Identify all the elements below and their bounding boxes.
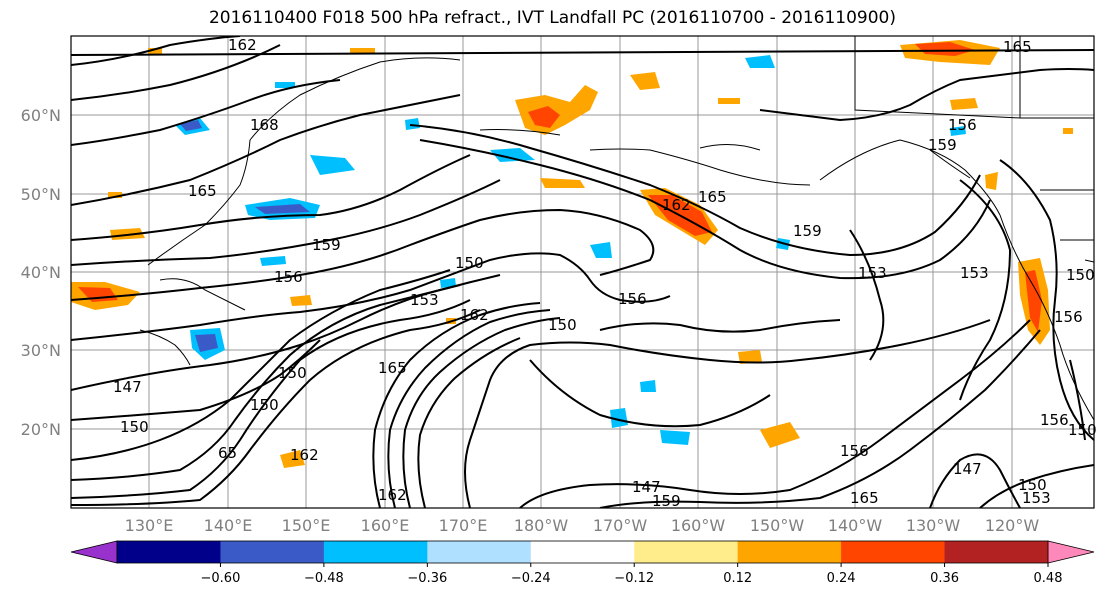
lon-label: 150°W bbox=[750, 516, 805, 535]
contour-label: 159 bbox=[652, 492, 681, 510]
lon-label: 140°E bbox=[204, 516, 253, 535]
latitude-labels: 60°N 50°N 40°N 30°N 20°N bbox=[21, 106, 61, 439]
contour-label: 150 bbox=[548, 316, 577, 334]
lon-label: 160°W bbox=[671, 516, 726, 535]
colorbar-tick-label: 0.12 bbox=[723, 571, 752, 586]
contour-label: 156 bbox=[840, 442, 869, 460]
contour-label: 165 bbox=[1003, 38, 1032, 56]
contour-label: 162 bbox=[460, 306, 489, 324]
colorbar-segment bbox=[841, 541, 946, 563]
contour-label: 150 bbox=[278, 364, 307, 382]
contour-label: 150 bbox=[1066, 266, 1095, 284]
contour-label: 159 bbox=[793, 222, 822, 240]
colorbar-tick-label: −0.12 bbox=[614, 571, 654, 586]
contour-label: 156 bbox=[948, 116, 977, 134]
lon-label: 120°W bbox=[985, 516, 1040, 535]
lat-label-30n: 30°N bbox=[21, 341, 61, 360]
longitude-labels: 130°E 140°E 150°E 160°E 170°E 180°W 170°… bbox=[125, 516, 1040, 535]
contour-label: 159 bbox=[928, 136, 957, 154]
colorbar-tick-label: 0.24 bbox=[827, 571, 856, 586]
lon-label: 170°E bbox=[439, 516, 488, 535]
lat-label-20n: 20°N bbox=[21, 420, 61, 439]
contour-label: 150 bbox=[1018, 476, 1047, 494]
contour-label: 150 bbox=[250, 396, 279, 414]
contour-label: 153 bbox=[858, 264, 887, 282]
contour-label: 150 bbox=[120, 418, 149, 436]
contour-label: 156 bbox=[618, 290, 647, 308]
contour-label: 156 bbox=[274, 268, 303, 286]
contour-label: 162 bbox=[290, 446, 319, 464]
colorbar-segment bbox=[323, 541, 428, 563]
contour-label: 147 bbox=[953, 460, 982, 478]
colorbar-segment bbox=[220, 541, 325, 563]
colorbar-segment bbox=[944, 541, 1049, 563]
colorbar-outline bbox=[116, 540, 1049, 564]
lon-label: 130°E bbox=[125, 516, 174, 535]
colorbar-segment bbox=[737, 541, 842, 563]
colorbar-extend-low bbox=[70, 540, 118, 564]
contour-label: 168 bbox=[250, 116, 279, 134]
contour-label: 165 bbox=[698, 188, 727, 206]
lat-label-50n: 50°N bbox=[21, 185, 61, 204]
colorbar-tick-label: 0.48 bbox=[1034, 571, 1063, 586]
refractivity-contours bbox=[71, 36, 1094, 508]
contour-label: 153 bbox=[1022, 489, 1051, 507]
contour-label: 147 bbox=[632, 478, 661, 496]
contour-label: 156 bbox=[1040, 411, 1069, 429]
contour-label: 153 bbox=[960, 264, 989, 282]
plot-title: 2016110400 F018 500 hPa refract., IVT La… bbox=[208, 8, 896, 28]
colorbar-segment bbox=[530, 541, 635, 563]
contour-label: 165 bbox=[378, 359, 407, 377]
contour-label: 153 bbox=[410, 291, 439, 309]
colorbar-tick-label: −0.36 bbox=[407, 571, 447, 586]
contour-label: 162 bbox=[378, 486, 407, 504]
lon-label: 170°W bbox=[593, 516, 648, 535]
colorbar-tick-label: 0.36 bbox=[930, 571, 959, 586]
lon-label: 140°W bbox=[828, 516, 883, 535]
contour-label: 156 bbox=[1054, 308, 1083, 326]
contour-label: 147 bbox=[113, 378, 142, 396]
contour-label: 165 bbox=[188, 182, 217, 200]
contour-label: 150 bbox=[1068, 421, 1097, 439]
map-frame bbox=[70, 35, 1095, 509]
colorbar: −0.60 −0.48 −0.36 −0.24 −0.12 0.12 0.24 0.36 0.4… bbox=[70, 540, 1095, 586]
lon-label: 150°E bbox=[282, 516, 331, 535]
colorbar-tick-label: −0.48 bbox=[304, 571, 344, 586]
contour-label: 65 bbox=[218, 444, 237, 462]
colorbar-extend-high bbox=[1047, 540, 1095, 564]
gridlines bbox=[71, 36, 1094, 508]
colorbar-tick-label: −0.60 bbox=[201, 571, 241, 586]
colorbar-segment bbox=[634, 541, 739, 563]
colorbar-segment bbox=[427, 541, 532, 563]
lon-label: 130°W bbox=[906, 516, 961, 535]
colorbar-tick-label: −0.24 bbox=[511, 571, 551, 586]
contour-label: 165 bbox=[850, 489, 879, 507]
contour-label: 162 bbox=[662, 196, 691, 214]
contour-label: 150 bbox=[455, 254, 484, 272]
contour-label: 162 bbox=[228, 36, 257, 54]
contour-label: 159 bbox=[312, 236, 341, 254]
negative-anomaly-fills bbox=[175, 55, 966, 445]
lon-label: 180°W bbox=[514, 516, 569, 535]
lon-label: 160°E bbox=[361, 516, 410, 535]
contour-labels: 162 168 165 159 156 150 153 156 150 162 … bbox=[113, 36, 1097, 510]
lat-label-60n: 60°N bbox=[21, 106, 61, 125]
lat-label-40n: 40°N bbox=[21, 263, 61, 282]
colorbar-segment bbox=[117, 541, 221, 563]
